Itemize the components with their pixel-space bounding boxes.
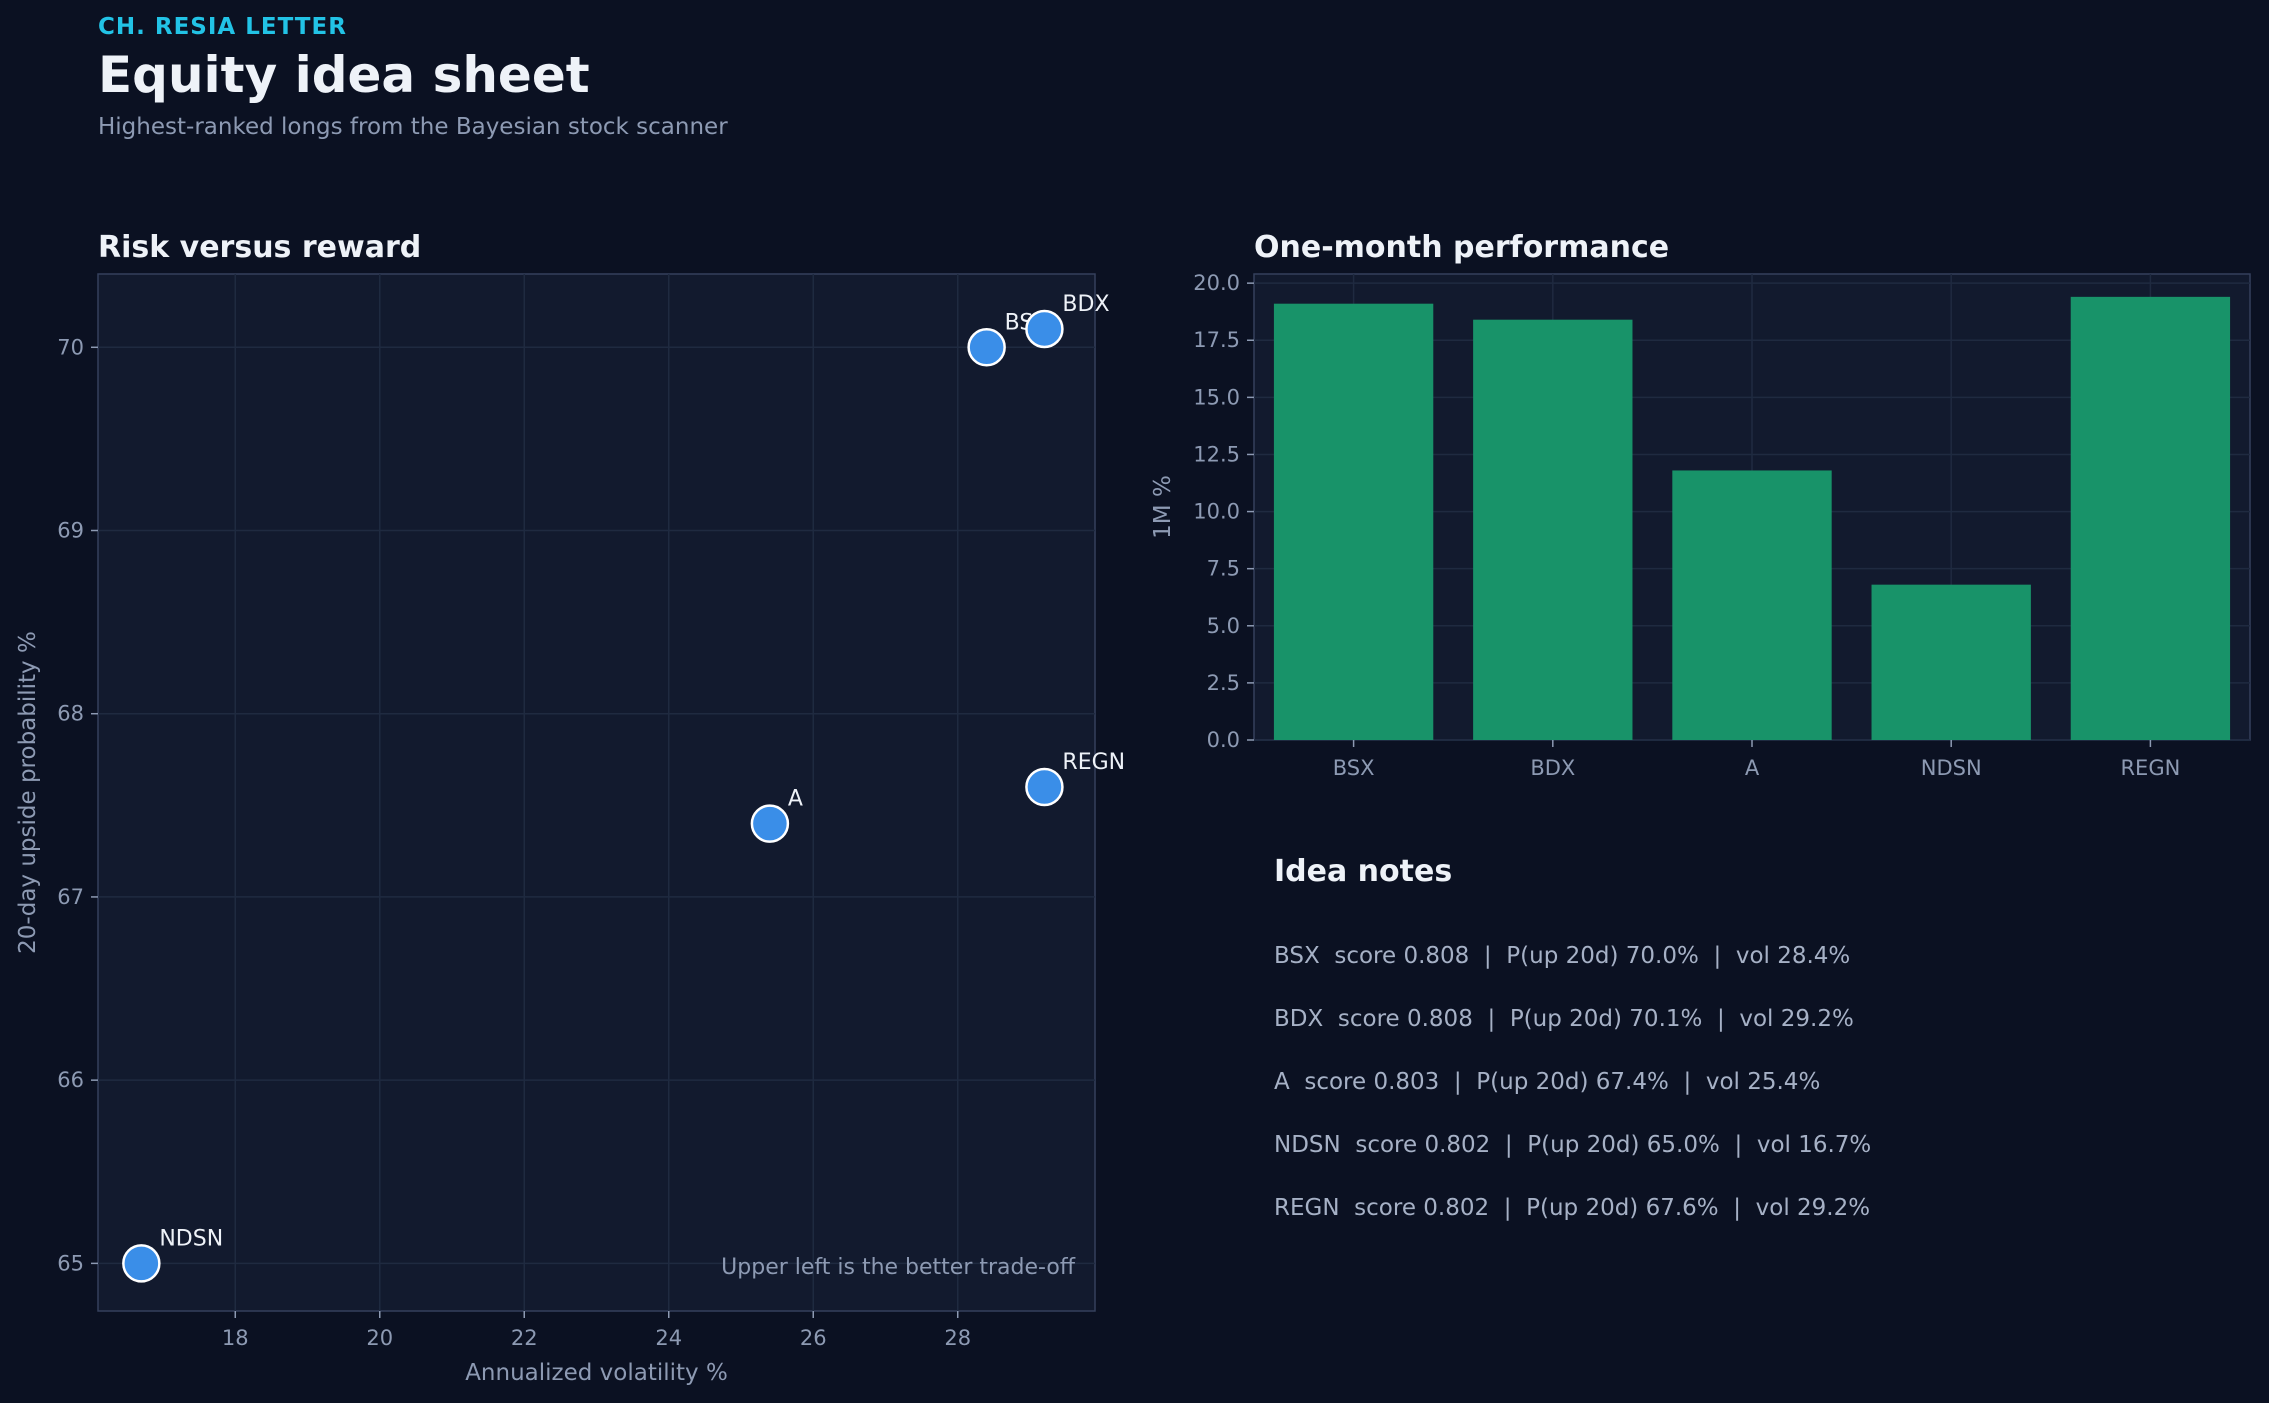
bar — [2070, 296, 2231, 740]
notes-title: Idea notes — [1274, 854, 1453, 889]
page-subtitle: Highest-ranked longs from the Bayesian s… — [98, 114, 728, 140]
y-tick-label: 20.0 — [1193, 271, 1240, 295]
point-label: REGN — [1062, 750, 1125, 775]
point-label: NDSN — [159, 1226, 223, 1251]
y-tick-label: 7.5 — [1207, 557, 1240, 581]
data-point — [122, 1244, 161, 1283]
y-tick-label: 66 — [57, 1068, 84, 1092]
y-tick-label: 68 — [57, 702, 84, 726]
data-point — [967, 328, 1006, 367]
y-tick-label: 10.0 — [1193, 500, 1240, 524]
bar-chart: 0.0 2.5 5.0 7.5 10.0 12.5 15.0 17.5 20.0 BSX BDX A N… — [1150, 271, 2251, 780]
note-line: BDX score 0.808 | P(up 20d) 70.1% | vol … — [1274, 1006, 1854, 1032]
x-tick-label: 18 — [222, 1326, 249, 1350]
note-line: NDSN score 0.802 | P(up 20d) 65.0% | vol… — [1274, 1132, 1872, 1158]
note-line: BSX score 0.808 | P(up 20d) 70.0% | vol … — [1274, 943, 1851, 969]
chart-annotation: Upper left is the better trade-off — [721, 1255, 1076, 1280]
y-axis-label: 1M % — [1150, 475, 1176, 539]
x-tick-label: 22 — [511, 1326, 538, 1350]
x-tick-label: 28 — [944, 1326, 971, 1350]
bar — [1672, 470, 1832, 740]
x-tick-label: A — [1745, 756, 1760, 780]
bar — [1871, 584, 2031, 740]
point-label: A — [788, 787, 803, 812]
x-tick-label: 24 — [655, 1326, 682, 1350]
x-tick-label: 20 — [366, 1326, 393, 1350]
y-tick-label: 12.5 — [1193, 442, 1240, 466]
scatter-chart-title: Risk versus reward — [98, 230, 422, 265]
y-tick-label: 15.0 — [1193, 385, 1240, 409]
y-tick-label: 5.0 — [1207, 614, 1240, 638]
letter-kicker: CH. RESIA LETTER — [98, 14, 347, 40]
data-point — [1025, 767, 1064, 807]
scatter-chart: 18 20 22 24 26 28 65 66 67 68 69 70 Annualized volat… — [15, 273, 1125, 1386]
y-tick-label: 17.5 — [1193, 328, 1240, 352]
note-line: A score 0.803 | P(up 20d) 67.4% | vol 25… — [1274, 1069, 1821, 1095]
note-line: REGN score 0.802 | P(up 20d) 67.6% | vol… — [1274, 1195, 1871, 1221]
y-tick-label: 67 — [57, 885, 84, 909]
y-tick-label: 69 — [57, 519, 84, 543]
point-label: BDX — [1062, 292, 1109, 317]
x-tick-label: BSX — [1333, 756, 1375, 780]
page-title: Equity idea sheet — [98, 46, 590, 104]
y-tick-label: 65 — [57, 1251, 84, 1275]
y-tick-label: 0.0 — [1207, 728, 1240, 752]
data-point — [1025, 309, 1064, 349]
x-tick-label: NDSN — [1921, 756, 1982, 780]
scatter-plot-area — [97, 273, 1096, 1312]
x-tick-label: BDX — [1530, 756, 1575, 780]
y-axis-label: 20-day upside probability % — [15, 631, 41, 954]
bar — [1473, 319, 1633, 740]
notes-list: BSX score 0.808 | P(up 20d) 70.0% | vol … — [1274, 940, 1871, 1255]
bar-chart-title: One-month performance — [1254, 230, 1670, 265]
bar — [1273, 303, 1434, 740]
y-tick-label: 2.5 — [1207, 671, 1240, 695]
y-tick-label: 70 — [57, 335, 84, 359]
x-tick-label: 26 — [800, 1326, 827, 1350]
x-tick-label: REGN — [2120, 756, 2180, 780]
data-point — [750, 804, 790, 843]
x-axis-label: Annualized volatility % — [465, 1360, 728, 1386]
